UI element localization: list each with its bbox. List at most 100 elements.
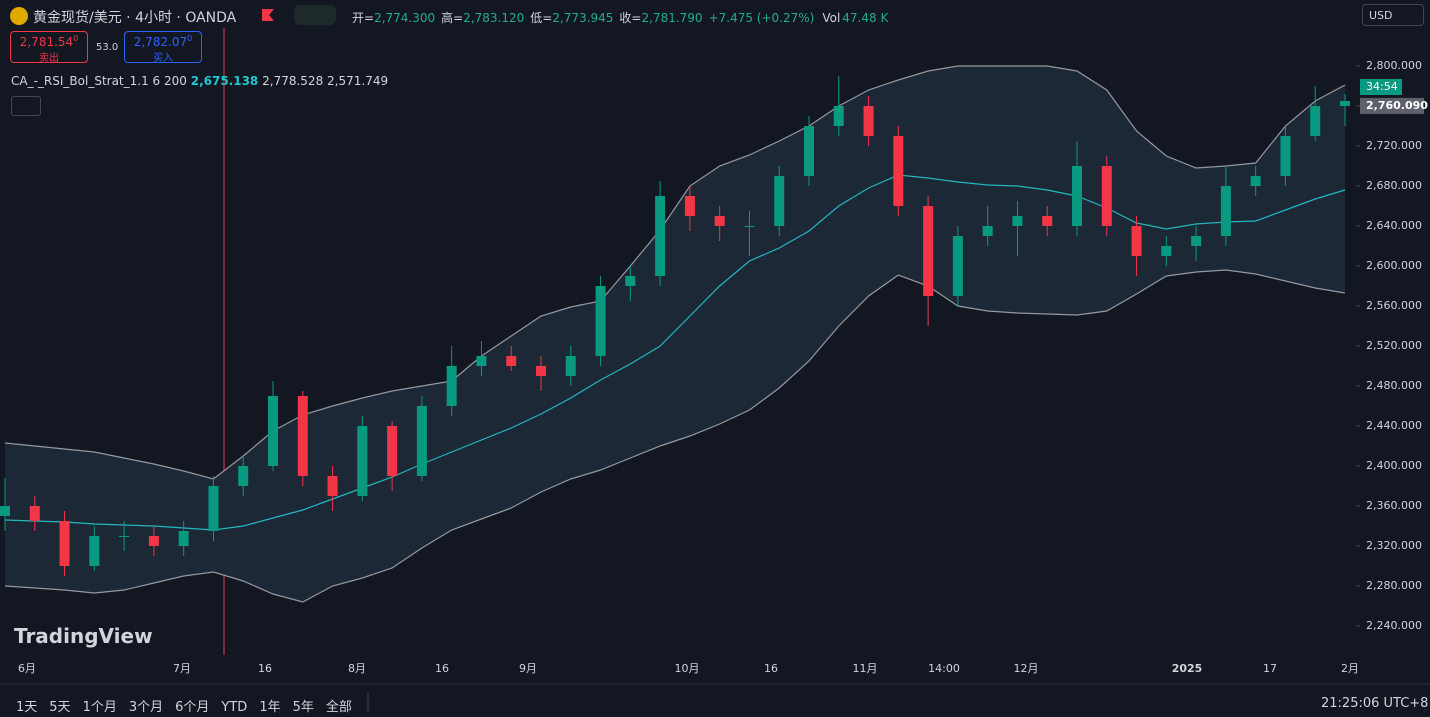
ohlc-value: 2,781.790	[641, 11, 703, 25]
band-line	[4, 65, 1346, 480]
candle-body	[952, 236, 963, 296]
x-tick-label: 2025	[1172, 662, 1203, 675]
y-tick-label: 2,600.000	[1366, 259, 1422, 272]
candle-body	[863, 106, 874, 136]
range-button[interactable]: 3个月	[128, 700, 164, 715]
candle-body	[297, 396, 308, 476]
candle-body	[1220, 186, 1231, 236]
last-price-bg	[1360, 97, 1424, 114]
status-badge[interactable]	[294, 5, 336, 25]
symbol[interactable]: 黄金现货/美元 · 4小时 · OANDA	[33, 10, 237, 26]
y-tick-label: 2,440.000	[1366, 419, 1422, 432]
candle-body	[119, 536, 130, 537]
sell-price: 2,781.54	[19, 35, 74, 49]
range-bar: 1天 5天 1个月 3个月 6个月 YTD 1年 5年 全部	[16, 696, 364, 715]
range-button[interactable]: YTD	[221, 700, 248, 715]
candle-body	[148, 536, 159, 546]
buy-price: 2,782.07	[133, 35, 188, 49]
candle-body	[625, 276, 636, 286]
sell-button[interactable]: 2,781.540 卖出	[10, 31, 88, 64]
clock: 21:25:06 UTC+8	[1321, 696, 1429, 711]
range-button[interactable]: 5天	[49, 700, 71, 715]
buy-button[interactable]: 2,782.070 买入	[124, 31, 202, 64]
candle-body	[714, 216, 725, 226]
buy-label: 买入	[153, 53, 173, 64]
range-button[interactable]: 5年	[292, 700, 314, 715]
candle-body	[1310, 106, 1321, 136]
countdown-bg	[1360, 79, 1402, 95]
candle-body	[565, 356, 576, 376]
y-tick-label: 2,400.000	[1366, 459, 1422, 472]
candle-body	[804, 126, 814, 176]
y-tick-label: 2,680.000	[1366, 179, 1422, 192]
candle-body	[1042, 216, 1053, 226]
candle-body	[1101, 166, 1112, 226]
indicator-value: 2,675.138	[190, 74, 259, 88]
logo: TradingView	[14, 624, 153, 648]
candle-body	[59, 521, 70, 566]
indicator-name[interactable]: CA_-_RSI_Bol_Strat_1.1 6 200	[11, 74, 187, 88]
band-fill	[5, 66, 1345, 602]
y-tick-label: 2,560.000	[1366, 299, 1422, 312]
candle-body	[1072, 166, 1082, 226]
candle-body	[476, 356, 487, 366]
x-tick-label: 2月	[1341, 662, 1359, 675]
candle-body	[446, 366, 457, 406]
x-tick-label: 8月	[348, 662, 366, 675]
countdown: 34:54	[1366, 80, 1398, 93]
candle-body	[1012, 216, 1023, 226]
range-button[interactable]: 1个月	[82, 700, 117, 715]
y-tick-label: 2,640.000	[1366, 219, 1422, 232]
x-tick-label: 6月	[18, 662, 36, 675]
range-button[interactable]: 1天	[16, 700, 38, 715]
candle-body	[357, 426, 368, 496]
candle-body	[327, 476, 338, 496]
x-tick-label: 12月	[1014, 662, 1039, 675]
candle-body	[268, 396, 278, 466]
candle-body	[89, 536, 100, 566]
x-tick-label: 17	[1263, 662, 1277, 675]
symbol-icon	[10, 7, 28, 25]
last-price: 2,760.090	[1366, 99, 1428, 112]
vol-value: 47.48 K	[842, 11, 889, 25]
ohlc: 开=2,774.300 高=2,783.120 低=2,773.945 收=2,781…	[352, 9, 888, 26]
candle-body	[1131, 226, 1142, 256]
spread: 53.0	[96, 42, 119, 53]
candle-body	[1250, 176, 1261, 186]
sell-sup: 0	[73, 34, 79, 43]
x-tick-label: 11月	[853, 662, 878, 675]
x-tick-label: 10月	[675, 662, 700, 675]
y-tick-label: 2,720.000	[1366, 139, 1422, 152]
candle-body	[1191, 236, 1202, 246]
candle-body	[416, 406, 427, 476]
candle-body	[744, 226, 755, 227]
x-tick-label: 16	[258, 662, 272, 675]
candle-body	[0, 506, 10, 516]
candle-body	[1161, 246, 1172, 256]
candle-body	[893, 136, 904, 206]
candle-body	[238, 466, 249, 486]
flag[interactable]	[262, 9, 274, 21]
change: +7.475 (+0.27%)	[708, 11, 815, 25]
candle-body	[1340, 101, 1350, 106]
ohlc-value: 2,783.120	[463, 11, 525, 25]
candle-body	[833, 106, 844, 126]
range-button[interactable]: 6个月	[175, 700, 210, 715]
currency-select[interactable]: USD	[1362, 4, 1424, 26]
candle-body	[29, 506, 40, 521]
x-tick-label: 16	[764, 662, 778, 675]
ohlc-value: 2,774.300	[374, 11, 436, 25]
candle-body	[923, 206, 934, 296]
collapse-button[interactable]	[11, 96, 41, 116]
y-tick-label: 2,320.000	[1366, 539, 1422, 552]
ohlc-label: 高=	[441, 11, 464, 25]
range-button[interactable]: 全部	[325, 700, 352, 715]
y-tick-label: 2,520.000	[1366, 339, 1422, 352]
ohlc-label: 开=	[352, 11, 375, 25]
band-line	[4, 174, 1346, 531]
range-button[interactable]: 1年	[259, 700, 281, 715]
plot	[0, 65, 1350, 603]
candle-body	[595, 286, 606, 356]
sell-label: 卖出	[39, 53, 59, 64]
